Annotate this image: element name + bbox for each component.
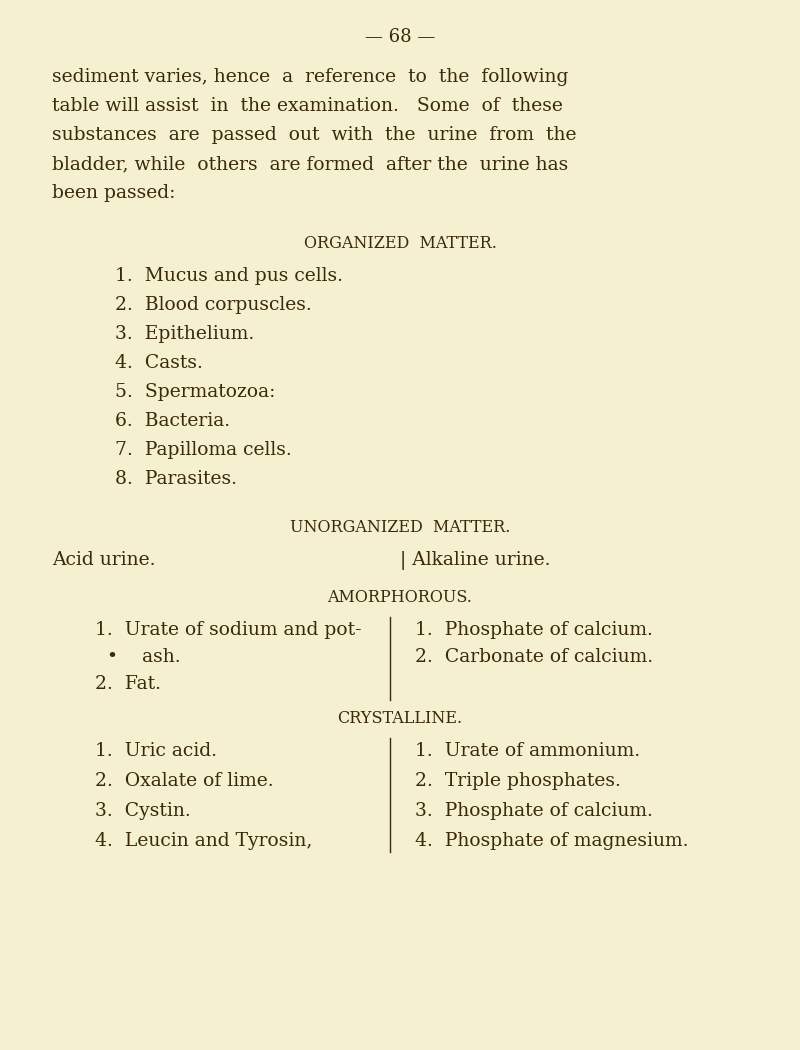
- Text: table will assist  in  the examination.   Some  of  these: table will assist in the examination. So…: [52, 97, 563, 116]
- Text: 2.  Fat.: 2. Fat.: [95, 675, 161, 693]
- Text: sediment varies, hence  a  reference  to  the  following: sediment varies, hence a reference to th…: [52, 68, 568, 86]
- Text: 1.  Urate of sodium and pot-: 1. Urate of sodium and pot-: [95, 621, 362, 639]
- Text: 1.  Phosphate of calcium.: 1. Phosphate of calcium.: [415, 621, 653, 639]
- Text: 4.  Phosphate of magnesium.: 4. Phosphate of magnesium.: [415, 832, 689, 850]
- Text: 1.  Mucus and pus cells.: 1. Mucus and pus cells.: [115, 267, 343, 285]
- Text: CRYSTALLINE.: CRYSTALLINE.: [338, 710, 462, 727]
- Text: been passed:: been passed:: [52, 184, 175, 202]
- Text: 3.  Cystin.: 3. Cystin.: [95, 802, 190, 820]
- Text: Acid urine.: Acid urine.: [52, 551, 155, 569]
- Text: 4.  Casts.: 4. Casts.: [115, 354, 203, 372]
- Text: 3.  Epithelium.: 3. Epithelium.: [115, 326, 254, 343]
- Text: •    ash.: • ash.: [95, 648, 181, 666]
- Text: — 68 —: — 68 —: [365, 28, 435, 46]
- Text: 2.  Oxalate of lime.: 2. Oxalate of lime.: [95, 772, 274, 790]
- Text: 6.  Bacteria.: 6. Bacteria.: [115, 412, 230, 430]
- Text: 3.  Phosphate of calcium.: 3. Phosphate of calcium.: [415, 802, 653, 820]
- Text: 5.  Spermatozoa:: 5. Spermatozoa:: [115, 383, 275, 401]
- Text: 4.  Leucin and Tyrosin,: 4. Leucin and Tyrosin,: [95, 832, 312, 850]
- Text: 8.  Parasites.: 8. Parasites.: [115, 470, 237, 488]
- Text: 7.  Papilloma cells.: 7. Papilloma cells.: [115, 441, 292, 459]
- Text: 2.  Triple phosphates.: 2. Triple phosphates.: [415, 772, 621, 790]
- Text: 2.  Carbonate of calcium.: 2. Carbonate of calcium.: [415, 648, 653, 666]
- Text: bladder, while  others  are formed  after the  urine has: bladder, while others are formed after t…: [52, 155, 568, 173]
- Text: UNORGANIZED  MATTER.: UNORGANIZED MATTER.: [290, 519, 510, 536]
- Text: | Alkaline urine.: | Alkaline urine.: [400, 551, 550, 570]
- Text: 2.  Blood corpuscles.: 2. Blood corpuscles.: [115, 296, 312, 314]
- Text: 1.  Uric acid.: 1. Uric acid.: [95, 742, 217, 760]
- Text: ORGANIZED  MATTER.: ORGANIZED MATTER.: [303, 235, 497, 252]
- Text: 1.  Urate of ammonium.: 1. Urate of ammonium.: [415, 742, 640, 760]
- Text: AMORPHOROUS.: AMORPHOROUS.: [327, 589, 473, 606]
- Text: substances  are  passed  out  with  the  urine  from  the: substances are passed out with the urine…: [52, 126, 577, 144]
